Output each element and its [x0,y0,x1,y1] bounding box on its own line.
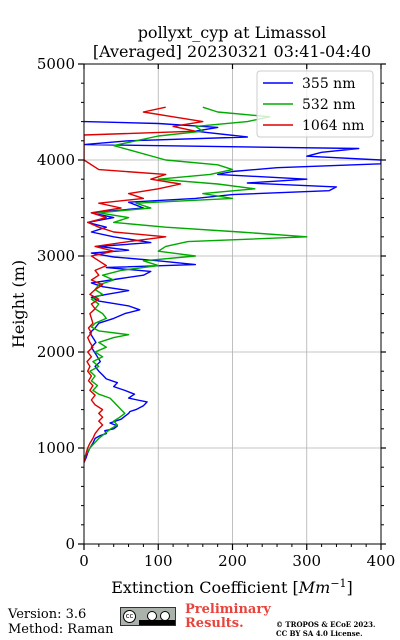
x-tick-label: 200 [218,552,247,570]
preliminary-line1: Preliminary [185,602,271,617]
preliminary-line2: Results. [185,616,244,631]
copyright-note: © TROPOS & ECoE 2023. CC BY SA 4.0 Licen… [276,620,375,638]
cc-icon: cc [123,610,136,623]
cc-license-logo: cc [120,607,176,626]
legend-label-1064: 1064 nm [302,118,364,134]
version-text: Version: 3.6 [8,607,87,622]
extinction-profile-chart: pollyxt_cyp at Limassol [Averaged] 20230… [9,23,396,598]
legend-label-532: 532 nm [302,97,355,113]
x-tick-label: 300 [292,552,321,570]
legend-label-355: 355 nm [302,76,355,92]
y-tick-label: 2000 [37,343,75,361]
legend-box [256,70,374,138]
copyright-line2: CC BY SA 4.0 License. [276,629,363,638]
y-axis-label: Height (m) [9,260,28,348]
x-tick-label: 0 [79,552,89,570]
x-tick-label: 400 [367,552,396,570]
chart-title-line1: pollyxt_cyp at Limassol [138,23,327,42]
method-text: Method: Raman [8,622,114,637]
series-line-532-nm [84,106,308,458]
y-tick-label: 3000 [37,247,75,265]
cc-badge-strip [139,620,175,625]
series-layer [84,106,381,463]
x-axis-label: Extinction Coefficient [Mm−1] [111,577,353,598]
preliminary-results-note: Preliminary Results. [185,603,271,631]
series-line-1064-nm [84,106,204,463]
y-tick-label: 4000 [37,151,75,169]
chart-title-line2: [Averaged] 20230321 03:41-04:40 [93,42,371,61]
y-tick-label: 1000 [37,439,75,457]
copyright-line1: © TROPOS & ECoE 2023. [276,620,376,629]
chart-grid [84,64,381,544]
x-tick-label: 100 [144,552,173,570]
legend: 355 nm 532 nm 1064 nm [256,70,374,138]
y-tick-label: 5000 [37,55,75,73]
y-tick-label: 0 [65,535,75,553]
